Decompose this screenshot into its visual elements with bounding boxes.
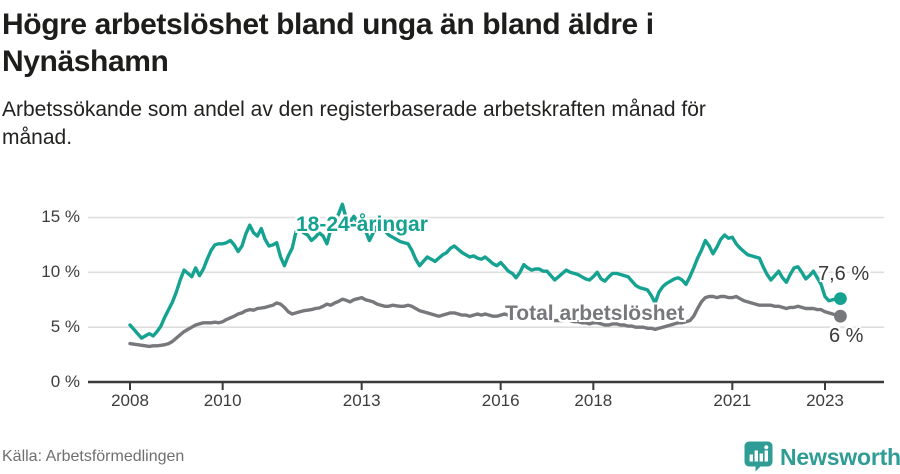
y-axis-label: 10 % bbox=[41, 262, 80, 282]
y-axis-label: 5 % bbox=[50, 317, 80, 337]
end-value-label-young: 7,6 % bbox=[818, 263, 870, 285]
y-axis-label: 15 % bbox=[41, 207, 80, 227]
newsworthy-logo-text: Newsworthy bbox=[780, 443, 900, 470]
page-title-line-2: Nynäshamn bbox=[2, 45, 169, 78]
x-axis-label: 2016 bbox=[481, 391, 520, 410]
newsworthy-logo-icon bbox=[744, 441, 773, 472]
x-axis-label: 2021 bbox=[713, 391, 752, 410]
x-axis-label: 2008 bbox=[111, 391, 149, 410]
series-end-dot bbox=[834, 292, 847, 306]
end-value-label-total: 6 % bbox=[829, 325, 864, 347]
x-axis-label: 2010 bbox=[203, 391, 242, 410]
y-axis-label: 0 % bbox=[50, 372, 80, 391]
x-axis-label: 2023 bbox=[806, 391, 844, 410]
chart-subtitle-line-2: månad. bbox=[2, 126, 73, 149]
newsworthy-logo: Newsworthy bbox=[744, 441, 900, 472]
x-axis-label: 2018 bbox=[574, 391, 613, 410]
x-axis-label: 2013 bbox=[342, 391, 381, 410]
source-attribution: Källa: Arbetsförmedlingen bbox=[2, 448, 185, 465]
page-title-line-1: Högre arbetslöshet bland unga än bland ä… bbox=[2, 8, 654, 41]
chart-subtitle: Arbetssökande som andel av den registerb… bbox=[2, 96, 862, 152]
series-label-total: Total arbetslöshet bbox=[505, 302, 685, 325]
series-end-dot bbox=[834, 309, 847, 323]
series-line bbox=[128, 202, 843, 340]
series-label-young: 18-24-åringar bbox=[296, 213, 428, 236]
series-line bbox=[128, 294, 843, 349]
chart-subtitle-line-1: Arbetssökande som andel av den registerb… bbox=[2, 98, 706, 121]
page-title: Högre arbetslöshet bland unga än bland ä… bbox=[2, 6, 882, 80]
